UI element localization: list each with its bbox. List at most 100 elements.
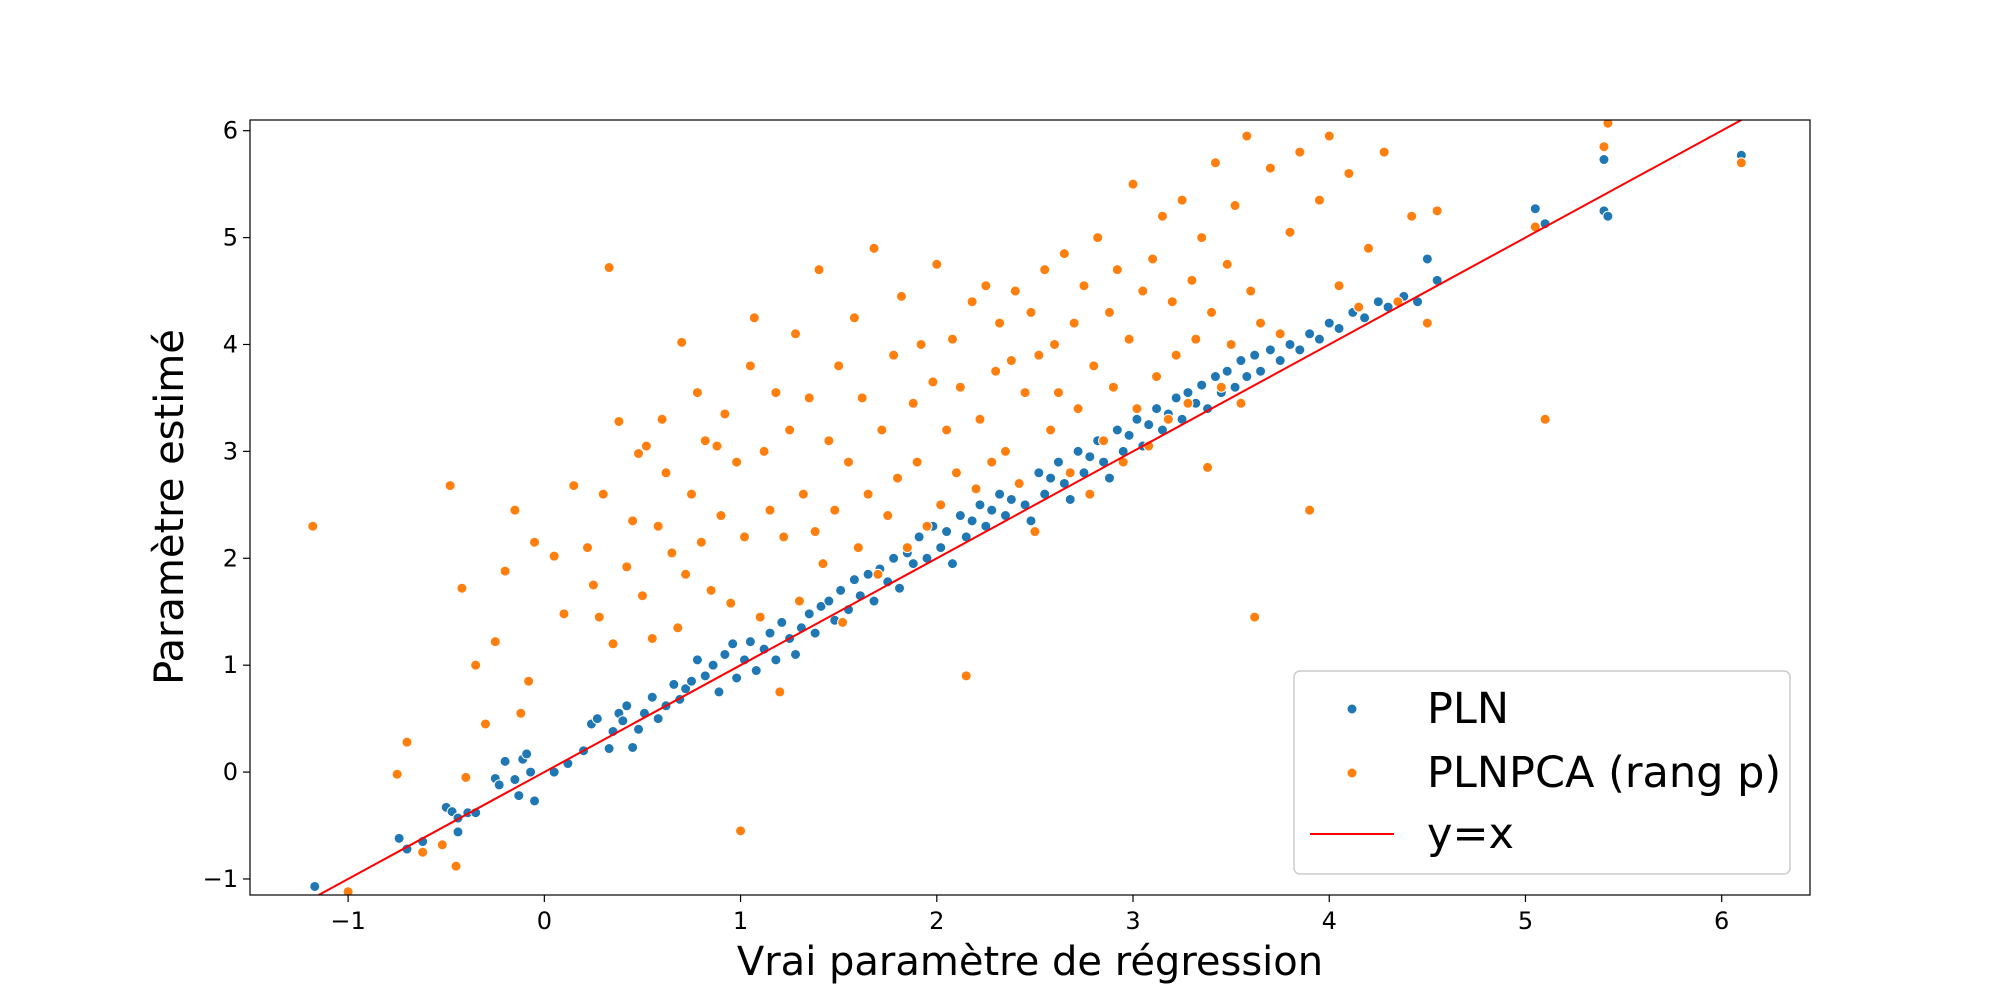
point-pln (764, 627, 776, 639)
point-pln (1241, 371, 1253, 383)
point-plnpca (1202, 461, 1214, 473)
point-pln (1209, 371, 1221, 383)
point-plnpca (1274, 328, 1286, 340)
point-plnpca (470, 659, 482, 671)
point-plnpca (980, 280, 992, 292)
point-plnpca (1123, 333, 1135, 345)
point-pln (1103, 472, 1115, 484)
point-plnpca (817, 558, 829, 570)
point-plnpca (1029, 526, 1041, 538)
point-plnpca (593, 611, 605, 623)
point-plnpca (640, 440, 652, 452)
point-plnpca (731, 456, 743, 468)
point-plnpca (489, 636, 501, 648)
point-pln (1372, 296, 1384, 308)
point-plnpca (1313, 194, 1325, 206)
point-pln (1529, 203, 1541, 215)
point-plnpca (1245, 285, 1257, 297)
point-plnpca (829, 504, 841, 516)
point-plnpca (1343, 167, 1355, 179)
point-pln (868, 595, 880, 607)
point-plnpca (888, 349, 900, 361)
point-pln (907, 558, 919, 570)
point-plnpca (1045, 424, 1057, 436)
point-plnpca (921, 520, 933, 532)
point-plnpca (954, 381, 966, 393)
point-plnpca (1111, 264, 1123, 276)
point-plnpca (856, 392, 868, 404)
point-plnpca (1058, 248, 1070, 260)
point-plnpca (509, 504, 521, 516)
point-plnpca (1255, 317, 1267, 329)
point-pln (1235, 355, 1247, 367)
point-plnpca (450, 860, 462, 872)
line-layer (318, 120, 1742, 895)
point-plnpca (784, 424, 796, 436)
point-plnpca (1092, 232, 1104, 244)
point-pln (1602, 210, 1614, 222)
point-plnpca (627, 515, 639, 527)
point-plnpca (699, 435, 711, 447)
point-plnpca (582, 542, 594, 554)
point-plnpca (636, 590, 648, 602)
point-plnpca (1176, 194, 1188, 206)
point-plnpca (790, 328, 802, 340)
point-pln (617, 715, 629, 727)
point-plnpca (1151, 371, 1163, 383)
point-plnpca (823, 435, 835, 447)
point-plnpca (342, 886, 354, 895)
point-plnpca (1378, 146, 1390, 158)
point-plnpca (1304, 504, 1316, 516)
point-plnpca (1284, 226, 1296, 238)
point-pln (809, 627, 821, 639)
point-plnpca (852, 542, 864, 554)
point-plnpca (1127, 178, 1139, 190)
point-pln (652, 713, 664, 725)
point-pln (974, 499, 986, 511)
x-tick-label: 6 (1714, 907, 1729, 935)
point-plnpca (460, 771, 472, 783)
y-tick-label: 1 (223, 651, 238, 679)
point-plnpca (1206, 306, 1218, 318)
point-pln (707, 659, 719, 671)
point-pln (1249, 349, 1261, 361)
x-tick-label: 4 (1322, 907, 1337, 935)
point-plnpca (1209, 157, 1221, 169)
point-plnpca (911, 456, 923, 468)
point-pln (699, 670, 711, 682)
point-pln (393, 832, 405, 844)
point-plnpca (764, 504, 776, 516)
point-pln (770, 654, 782, 666)
point-pln (499, 755, 511, 767)
point-plnpca (672, 622, 684, 634)
point-plnpca (603, 262, 615, 274)
x-tick-label: 5 (1518, 907, 1533, 935)
point-pln (986, 504, 998, 516)
point-pln (1333, 322, 1345, 334)
point-pln (727, 638, 739, 650)
point-plnpca (1078, 280, 1090, 292)
point-plnpca (515, 707, 527, 719)
point-plnpca (744, 360, 756, 372)
legend-marker-pln (1346, 703, 1358, 715)
y-tick-label: 0 (223, 758, 238, 786)
point-plnpca (633, 448, 645, 460)
point-pln (1196, 379, 1208, 391)
point-plnpca (568, 480, 580, 492)
point-pln (686, 675, 698, 687)
legend-marker-plnpca (1346, 767, 1358, 779)
point-pln (1313, 333, 1325, 345)
point-plnpca (680, 568, 692, 580)
point-plnpca (607, 638, 619, 650)
point-plnpca (862, 488, 874, 500)
point-plnpca (774, 686, 786, 698)
point-plnpca (758, 445, 770, 457)
point-plnpca (990, 365, 1002, 377)
point-plnpca (1186, 274, 1198, 286)
point-pln (1294, 344, 1306, 356)
point-pln (966, 515, 978, 527)
point-plnpca (927, 376, 939, 388)
point-plnpca (391, 768, 403, 780)
point-plnpca (809, 526, 821, 538)
point-plnpca (1406, 210, 1418, 222)
